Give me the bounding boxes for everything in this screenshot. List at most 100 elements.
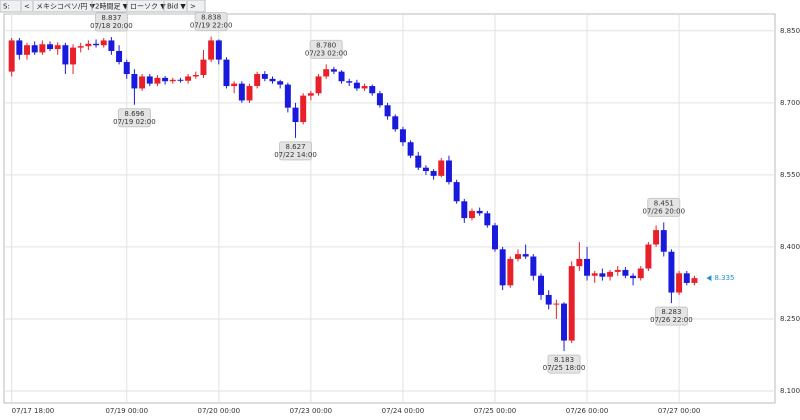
y-tick-label: 8.100 bbox=[780, 387, 800, 395]
y-tick-label: 8.250 bbox=[780, 315, 800, 323]
candle-body bbox=[85, 43, 92, 47]
x-tick-label: 07/19 00:00 bbox=[105, 407, 148, 415]
candle-body bbox=[223, 59, 230, 87]
toolbar-item[interactable]: < bbox=[24, 3, 30, 11]
candle-body bbox=[169, 79, 176, 82]
candle-body bbox=[269, 78, 276, 82]
toolbar-item[interactable]: Bid ▼ bbox=[167, 3, 186, 11]
candle-body bbox=[584, 258, 591, 276]
annotation-time: 07/22 14:00 bbox=[274, 151, 317, 159]
annotation-price: 8.696 bbox=[124, 110, 145, 118]
candle-body bbox=[162, 77, 169, 82]
candle-body bbox=[522, 254, 529, 257]
candle-body bbox=[277, 81, 284, 85]
candle-body bbox=[300, 95, 307, 123]
x-tick-label: 07/23 00:00 bbox=[290, 407, 333, 415]
candle-body bbox=[70, 47, 77, 65]
annotation-price: 8.780 bbox=[316, 41, 336, 49]
annotation-time: 07/26 20:00 bbox=[642, 207, 685, 215]
candle-body bbox=[653, 230, 660, 245]
candle-body bbox=[330, 69, 337, 72]
toolbar-item[interactable]: > bbox=[190, 3, 196, 11]
candle-body bbox=[93, 43, 100, 46]
candle-body bbox=[8, 40, 15, 72]
candle-body bbox=[683, 273, 690, 283]
candle-body bbox=[499, 249, 506, 286]
candle-body bbox=[353, 82, 360, 89]
candle-body bbox=[39, 44, 46, 53]
candle-body bbox=[54, 45, 61, 50]
annotation-box bbox=[194, 12, 228, 32]
candle-body bbox=[338, 71, 345, 82]
candle-body bbox=[177, 79, 184, 81]
x-tick-label: 07/27 00:00 bbox=[658, 407, 701, 415]
annotation-time: 07/19 22:00 bbox=[190, 22, 233, 30]
annotation-box bbox=[279, 141, 313, 161]
candle-body bbox=[261, 74, 268, 79]
annotation-price: 8.838 bbox=[201, 14, 221, 22]
last-price-label: 8.335 bbox=[714, 274, 734, 282]
candle-body bbox=[561, 303, 568, 341]
candle-body bbox=[399, 129, 406, 143]
annotation-price: 8.183 bbox=[554, 356, 574, 364]
candle-body bbox=[676, 273, 683, 293]
candle-body bbox=[361, 86, 368, 89]
candle-body bbox=[491, 225, 498, 250]
annotation-time: 07/26 22:00 bbox=[650, 316, 693, 324]
candle-body bbox=[384, 105, 391, 117]
annotation-price: 8.837 bbox=[101, 14, 121, 22]
candle-body bbox=[484, 213, 491, 226]
candle-body bbox=[246, 86, 253, 101]
toolbar-items: S: < メキシコペソ/円 ▼ 2時間足 ▼ ローソク ▼ Bid ▼ > bbox=[3, 1, 196, 11]
annotation-time: 07/23 02:00 bbox=[305, 49, 348, 57]
candle-body bbox=[438, 160, 445, 176]
candle-body bbox=[607, 271, 614, 277]
toolbar-item[interactable]: S: bbox=[3, 3, 10, 11]
candle-body bbox=[108, 40, 115, 51]
candle-body bbox=[422, 167, 429, 172]
candle-body bbox=[376, 93, 383, 106]
y-tick-label: 8.550 bbox=[780, 171, 800, 179]
candle-body bbox=[284, 84, 291, 108]
annotation-price: 8.627 bbox=[285, 143, 305, 151]
candle-body bbox=[292, 107, 299, 123]
candle-body bbox=[154, 77, 161, 84]
candle-body bbox=[415, 155, 422, 168]
x-tick-label: 07/26 00:00 bbox=[566, 407, 609, 415]
candle-body bbox=[538, 275, 545, 295]
toolbar-item[interactable]: ローソク ▼ bbox=[130, 3, 166, 11]
candle-body bbox=[369, 86, 376, 94]
candle-body bbox=[461, 201, 468, 219]
candle-body bbox=[468, 210, 475, 219]
toolbar-item[interactable]: 2時間足 ▼ bbox=[95, 3, 129, 11]
candle-body bbox=[553, 303, 560, 305]
candle-body bbox=[200, 59, 207, 75]
candle-body bbox=[545, 294, 552, 305]
candle-body bbox=[77, 46, 84, 48]
y-tick-label: 8.400 bbox=[780, 243, 800, 251]
annotation-box bbox=[94, 12, 128, 32]
candle-body bbox=[307, 93, 314, 96]
candle-body bbox=[131, 74, 138, 89]
candle-body bbox=[637, 268, 644, 279]
plot-frame bbox=[3, 13, 776, 404]
annotation-time: 07/19 02:00 bbox=[113, 118, 156, 126]
candle-body bbox=[660, 230, 667, 252]
candle-body bbox=[576, 258, 583, 267]
candle-body bbox=[691, 278, 698, 283]
candle-body bbox=[323, 69, 330, 77]
candle-body bbox=[407, 142, 414, 156]
candle-body bbox=[100, 40, 107, 46]
annotation-price: 8.451 bbox=[654, 199, 674, 207]
candle-body bbox=[445, 160, 452, 183]
candle-body bbox=[47, 44, 54, 50]
annotation-box bbox=[547, 354, 581, 374]
toolbar-item[interactable]: メキシコペソ/円 ▼ bbox=[36, 3, 96, 11]
candle-body bbox=[476, 210, 483, 214]
candle-body bbox=[116, 50, 123, 63]
annotation-box bbox=[117, 108, 151, 128]
annotation-box bbox=[654, 306, 688, 326]
candle-body bbox=[24, 45, 31, 55]
candle-body bbox=[62, 45, 69, 65]
